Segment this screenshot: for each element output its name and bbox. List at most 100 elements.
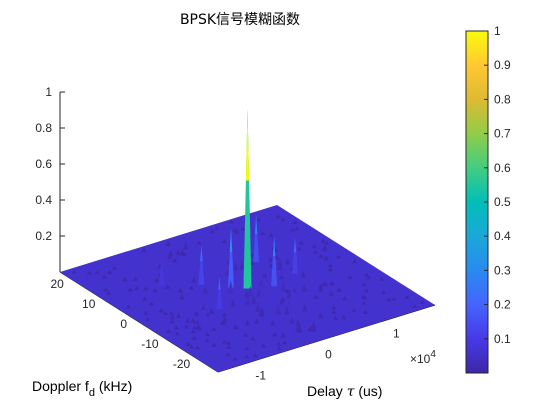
peak-lower <box>280 280 287 292</box>
peak-lower <box>341 314 347 320</box>
peak-lower <box>141 247 147 253</box>
peak-lower <box>276 258 283 266</box>
sidelobe-peak <box>201 303 208 326</box>
sidelobe-peak <box>322 245 328 250</box>
peak-lower <box>321 247 327 252</box>
sidelobe-peak <box>362 295 368 300</box>
colorbar-tick-label: 0.4 <box>494 229 511 243</box>
sidelobe-peak <box>363 288 370 293</box>
peak-lower <box>260 231 266 235</box>
peak-lower <box>341 295 348 301</box>
peak-lower <box>176 312 182 318</box>
peak-lower <box>268 232 274 238</box>
sidelobe-peak <box>105 290 112 295</box>
z-tick-label: 0.8 <box>35 121 52 135</box>
peak-upper <box>229 228 233 253</box>
sidelobe-peak <box>277 262 283 271</box>
peak-lower <box>289 227 295 232</box>
sidelobe-peak <box>386 297 392 302</box>
peak-lower <box>107 270 113 275</box>
colorbar-tick-label: 0.6 <box>494 161 511 175</box>
sidelobe-peak <box>244 346 250 351</box>
peak-lower <box>177 287 183 293</box>
sidelobe-peak <box>193 310 200 316</box>
sidelobe-peak <box>176 312 182 318</box>
sidelobe-peak <box>179 293 185 300</box>
sidelobe-peak <box>134 285 140 290</box>
sidelobe-peak <box>225 352 231 357</box>
peak-lower <box>127 287 134 292</box>
peak-lower <box>188 285 194 290</box>
sidelobe-peak <box>328 290 334 296</box>
sidelobe-peak <box>107 270 113 275</box>
peak-lower <box>162 310 169 315</box>
peak-lower <box>232 323 239 330</box>
sidelobe-peak <box>260 231 266 235</box>
peak-lower <box>220 319 227 326</box>
sidelobe-peak <box>182 241 189 250</box>
sidelobe-peak <box>298 240 304 245</box>
sidelobe-peak <box>190 317 196 323</box>
peak-lower <box>193 310 200 316</box>
peak-lower <box>101 274 107 279</box>
sidelobe-peak <box>341 314 347 320</box>
sidelobe-peak <box>302 304 308 312</box>
peak-lower <box>280 332 286 338</box>
sidelobe-peak <box>132 276 139 281</box>
sidelobe-peak <box>292 220 298 224</box>
peak-lower <box>166 252 173 260</box>
sidelobe-peak <box>341 295 348 301</box>
peak-lower <box>71 270 77 274</box>
sidelobe-peak <box>276 345 282 351</box>
sidelobe-peak <box>284 305 290 315</box>
peak-lower <box>347 275 353 280</box>
sidelobe-peak <box>216 276 223 310</box>
peak-lower <box>190 317 196 323</box>
sidelobe-peak <box>255 302 261 313</box>
peak-lower <box>188 344 194 349</box>
sidelobe-peak <box>221 311 227 317</box>
sidelobe-peak <box>280 280 287 292</box>
peak-lower <box>233 269 241 290</box>
sidelobe-peak <box>166 252 173 260</box>
peak-lower <box>141 296 148 301</box>
sidelobe-peak <box>289 317 295 324</box>
peak-lower <box>168 310 174 316</box>
sidelobe-peak <box>278 300 284 305</box>
peak-lower <box>209 228 215 234</box>
peak-lower <box>296 246 302 251</box>
sidelobe-peak <box>271 235 278 287</box>
sidelobe-peak <box>253 215 260 263</box>
sidelobe-peak <box>278 274 285 280</box>
x-tick-label: 1 <box>393 327 400 341</box>
sidelobe-peak <box>411 304 418 309</box>
peak-lower <box>275 304 281 315</box>
y-tick-label: 20 <box>50 277 64 291</box>
sidelobe-peak <box>336 286 342 292</box>
sidelobe-peak <box>404 295 410 299</box>
sidelobe-peak <box>188 344 194 349</box>
x-exponent-label: ×104 <box>410 349 436 366</box>
sidelobe-peak <box>103 287 109 292</box>
sidelobe-peak <box>232 227 238 232</box>
sidelobe-peak <box>321 281 327 287</box>
peak-lower <box>363 288 370 293</box>
colorbar: 0.1 0.2 0.3 0.4 0.5 0.6 0.7 0.8 0.9 1 <box>465 24 511 374</box>
z-tick-label: 0.4 <box>35 193 52 207</box>
sidelobe-peak <box>227 280 234 295</box>
peak-lower <box>244 354 250 359</box>
peak-lower <box>284 258 291 265</box>
sidelobe-peak <box>183 324 189 329</box>
peak-lower <box>239 262 245 270</box>
peak-lower <box>270 319 276 326</box>
sidelobe-peak <box>318 253 324 259</box>
peak-lower <box>122 277 128 282</box>
peak-lower <box>227 280 234 295</box>
sidelobe-peak <box>275 214 281 219</box>
x-tick-label: -1 <box>255 368 266 382</box>
peak-lower <box>278 300 284 305</box>
peak-lower <box>255 302 261 313</box>
peak-lower <box>308 325 314 332</box>
y-tick-label: 0 <box>120 317 127 331</box>
